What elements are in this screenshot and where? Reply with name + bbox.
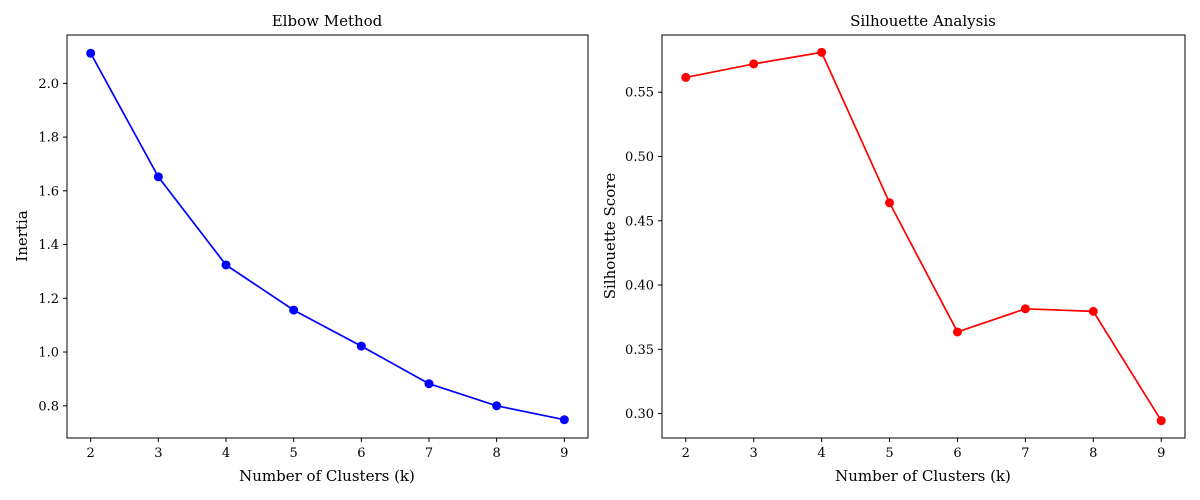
- silhouette-chart: Silhouette Analysis Number of Clusters (…: [601, 12, 1186, 485]
- data-point: [492, 401, 502, 411]
- x-tick-label: 2: [87, 446, 95, 461]
- x-tick-label: 3: [750, 446, 758, 461]
- x-tick-label: 5: [290, 446, 298, 461]
- y-tick-label: 0.8: [38, 399, 59, 414]
- data-point: [424, 379, 434, 389]
- y-tick-label: 1.0: [38, 346, 59, 361]
- y-tick-label: 0.40: [625, 279, 654, 294]
- x-tick-label: 8: [1089, 446, 1097, 461]
- series-line: [89, 52, 565, 421]
- series-group: [86, 48, 569, 425]
- data-point: [153, 172, 163, 182]
- elbow-chart: Elbow Method Number of Clusters (k) Iner…: [13, 12, 589, 485]
- data-point: [221, 260, 231, 270]
- data-point: [86, 48, 96, 58]
- x-tick-label: 5: [885, 446, 893, 461]
- y-axis-label: Inertia: [13, 210, 31, 261]
- ticks: 2 3 4 5 6 7 8 9 0.8 1.0 1.2 1.4 1.6 1.8 2.0: [38, 77, 568, 461]
- data-point: [885, 198, 895, 208]
- data-point: [1020, 304, 1030, 314]
- x-tick-label: 8: [493, 446, 501, 461]
- series-line: [685, 51, 1162, 422]
- y-tick-label: 1.8: [38, 131, 59, 146]
- x-axis-label: Number of Clusters (k): [835, 467, 1011, 485]
- ticks: 2 3 4 5 6 7 8 9 0.30 0.35 0.40 0.45 0.50 0.55: [625, 86, 1165, 461]
- x-tick-label: 7: [425, 446, 433, 461]
- chart-title: Elbow Method: [272, 12, 383, 30]
- y-tick-label: 0.30: [625, 407, 654, 422]
- y-tick-label: 1.4: [38, 238, 59, 253]
- x-tick-label: 6: [357, 446, 365, 461]
- data-point: [356, 341, 366, 351]
- y-tick-label: 1.2: [38, 292, 59, 307]
- x-tick-label: 6: [953, 446, 961, 461]
- y-tick-label: 0.45: [625, 214, 654, 229]
- series-group: [681, 47, 1166, 426]
- x-tick-label: 9: [1157, 446, 1165, 461]
- x-tick-label: 3: [154, 446, 162, 461]
- y-tick-label: 0.50: [625, 150, 654, 165]
- chart-title: Silhouette Analysis: [850, 12, 996, 30]
- data-point: [952, 327, 962, 337]
- plot-frame: [661, 34, 1186, 439]
- data-point: [559, 415, 569, 425]
- x-tick-label: 4: [817, 446, 825, 461]
- y-tick-label: 2.0: [38, 77, 59, 92]
- data-point: [289, 305, 299, 315]
- data-point: [817, 47, 827, 57]
- y-axis-label: Silhouette Score: [601, 173, 619, 300]
- x-tick-label: 7: [1021, 446, 1029, 461]
- data-point: [1156, 416, 1166, 426]
- x-tick-label: 4: [222, 446, 230, 461]
- plot-frame: [66, 34, 589, 439]
- data-point: [681, 72, 691, 82]
- x-tick-label: 2: [682, 446, 690, 461]
- x-axis-label: Number of Clusters (k): [239, 467, 415, 485]
- x-tick-label: 9: [560, 446, 568, 461]
- data-point: [749, 59, 759, 69]
- y-tick-label: 1.6: [38, 184, 59, 199]
- data-point: [1088, 306, 1098, 316]
- y-tick-label: 0.35: [625, 343, 654, 358]
- y-tick-label: 0.55: [625, 86, 654, 101]
